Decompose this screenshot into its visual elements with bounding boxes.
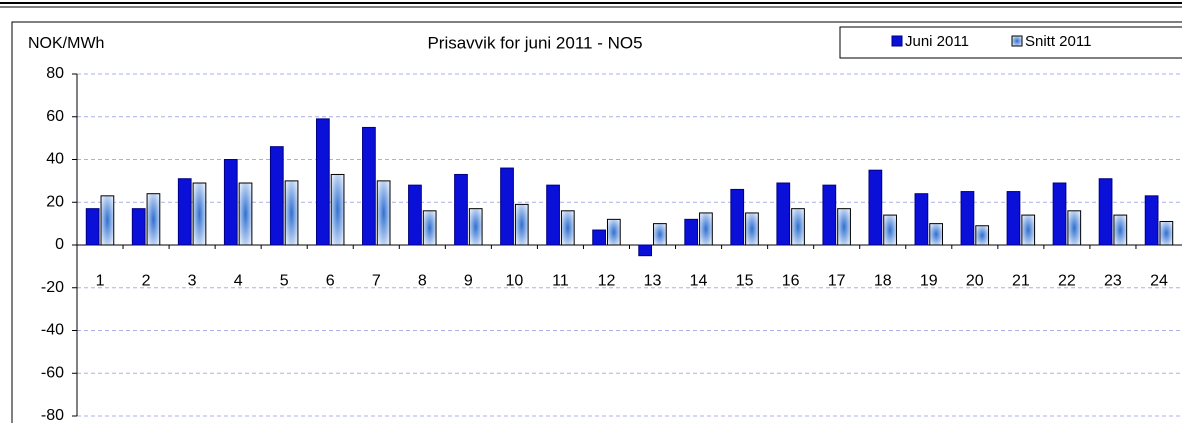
legend-label: Juni 2011 xyxy=(905,33,969,50)
chart-frame xyxy=(11,21,1182,423)
bar xyxy=(868,169,883,246)
x-tick-label: 16 xyxy=(782,273,800,290)
bar xyxy=(238,182,253,246)
bar xyxy=(131,208,146,246)
x-tick-label: 15 xyxy=(736,273,754,290)
bar xyxy=(514,203,529,246)
bar xyxy=(1113,214,1128,246)
bar xyxy=(408,184,422,246)
bar xyxy=(560,210,575,246)
bar xyxy=(699,212,713,246)
x-tick-label: 10 xyxy=(505,273,523,290)
bar xyxy=(960,191,975,246)
bar xyxy=(1021,214,1036,246)
x-tick-label: 8 xyxy=(418,273,427,290)
legend-label: Snitt 2011 xyxy=(1025,33,1091,50)
bar xyxy=(638,244,653,257)
x-tick-label: 9 xyxy=(464,273,473,290)
bar xyxy=(837,208,851,246)
x-tick-label: 17 xyxy=(828,273,846,290)
y-tick-label: 80 xyxy=(46,65,64,82)
bar xyxy=(376,180,391,246)
bar xyxy=(100,195,115,246)
y-tick-label: -60 xyxy=(41,364,64,381)
x-tick-label: 11 xyxy=(552,273,569,290)
x-tick-label: 2 xyxy=(142,273,151,290)
bar xyxy=(192,182,207,246)
x-tick-label: 22 xyxy=(1058,273,1076,290)
bar xyxy=(975,225,990,246)
bar xyxy=(929,223,944,246)
bar xyxy=(223,159,238,246)
legend-swatch xyxy=(891,35,903,47)
bar xyxy=(177,178,192,246)
bar xyxy=(1144,195,1159,246)
bar xyxy=(776,182,791,246)
bar xyxy=(269,146,284,246)
bar xyxy=(284,180,299,246)
x-tick-label: 23 xyxy=(1104,273,1122,290)
bar xyxy=(653,223,667,246)
bar xyxy=(1159,220,1174,246)
bar xyxy=(362,126,376,246)
x-tick-label: 7 xyxy=(372,273,381,290)
x-tick-label: 5 xyxy=(280,273,289,290)
bar xyxy=(791,208,805,246)
x-tick-label: 4 xyxy=(234,273,243,290)
x-tick-label: 24 xyxy=(1150,273,1168,290)
bar xyxy=(684,218,699,246)
y-tick-label: -40 xyxy=(41,322,64,339)
bar xyxy=(330,173,345,246)
bar xyxy=(914,193,929,246)
x-tick-label: 14 xyxy=(690,273,708,290)
bar xyxy=(1067,210,1082,246)
bar xyxy=(592,229,606,246)
bar xyxy=(606,218,621,246)
legend-swatch xyxy=(1011,35,1023,47)
y-axis-label: NOK/MWh xyxy=(28,35,104,52)
x-tick-label: 18 xyxy=(874,273,892,290)
bar xyxy=(454,173,468,246)
bar xyxy=(85,208,100,246)
chart-title: Prisavvik for juni 2011 - NO5 xyxy=(427,33,642,52)
bar xyxy=(500,167,514,246)
bar xyxy=(883,214,897,246)
y-tick-label: 60 xyxy=(46,108,64,125)
x-tick-label: 21 xyxy=(1012,273,1030,290)
x-tick-label: 13 xyxy=(644,273,662,290)
x-tick-label: 19 xyxy=(920,273,938,290)
x-tick-label: 1 xyxy=(96,273,105,290)
legend: Juni 2011 Snitt 2011 xyxy=(839,26,1182,59)
bar xyxy=(822,184,837,246)
bar xyxy=(146,193,161,246)
x-tick-label: 12 xyxy=(598,273,616,290)
bar xyxy=(1006,191,1021,246)
bar xyxy=(315,118,330,246)
y-tick-label: 0 xyxy=(55,236,64,253)
bar xyxy=(745,212,759,246)
bar xyxy=(1098,178,1113,246)
y-tick-label: 40 xyxy=(46,151,64,168)
y-tick-label: -20 xyxy=(41,279,64,296)
x-tick-label: 20 xyxy=(966,273,984,290)
y-tick-label: -80 xyxy=(41,407,64,423)
x-tick-label: 6 xyxy=(326,273,335,290)
bar xyxy=(546,184,560,246)
y-tick-label: 20 xyxy=(46,193,64,210)
bar xyxy=(730,188,745,246)
x-tick-label: 3 xyxy=(188,273,197,290)
bar xyxy=(468,208,483,246)
legend-box xyxy=(839,26,1182,59)
bar xyxy=(1052,182,1067,246)
bar xyxy=(422,210,437,246)
